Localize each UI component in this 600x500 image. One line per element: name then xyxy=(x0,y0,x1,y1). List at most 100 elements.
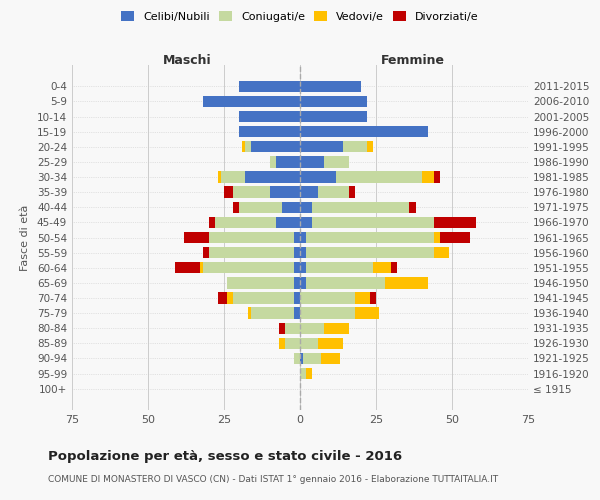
Bar xyxy=(300,247,306,258)
Y-axis label: Fasce di età: Fasce di età xyxy=(20,204,30,270)
Bar xyxy=(300,156,325,168)
Bar xyxy=(300,308,355,318)
Bar xyxy=(300,126,428,138)
Bar xyxy=(306,277,385,288)
Bar xyxy=(239,80,300,92)
Bar xyxy=(300,216,312,228)
Bar xyxy=(251,141,300,152)
Bar xyxy=(300,368,306,379)
Bar xyxy=(269,186,300,198)
Text: COMUNE DI MONASTERO DI VASCO (CN) - Dati ISTAT 1° gennaio 2016 - Elaborazione TU: COMUNE DI MONASTERO DI VASCO (CN) - Dati… xyxy=(48,475,498,484)
Bar xyxy=(248,308,251,318)
Bar xyxy=(300,338,318,349)
Bar xyxy=(184,232,209,243)
Bar xyxy=(209,216,215,228)
Text: Maschi: Maschi xyxy=(163,54,212,66)
Bar xyxy=(325,322,349,334)
Bar xyxy=(434,172,440,182)
Bar xyxy=(318,338,343,349)
Bar xyxy=(294,262,300,274)
Bar xyxy=(434,216,476,228)
Bar xyxy=(409,202,416,213)
Bar xyxy=(294,353,300,364)
Bar xyxy=(343,141,367,152)
Bar xyxy=(269,156,275,168)
Bar xyxy=(275,216,300,228)
Bar xyxy=(209,232,294,243)
Bar xyxy=(221,172,245,182)
Bar xyxy=(233,292,294,304)
Bar xyxy=(294,292,300,304)
Bar xyxy=(300,322,325,334)
Bar xyxy=(385,277,428,288)
Bar xyxy=(233,202,239,213)
Bar xyxy=(300,186,318,198)
Bar xyxy=(312,216,434,228)
Bar xyxy=(300,232,306,243)
Bar xyxy=(300,292,355,304)
Bar xyxy=(224,186,233,198)
Bar xyxy=(434,232,440,243)
Bar xyxy=(242,141,245,152)
Bar xyxy=(434,247,449,258)
Legend: Celibi/Nubili, Coniugati/e, Vedovi/e, Divorziati/e: Celibi/Nubili, Coniugati/e, Vedovi/e, Di… xyxy=(118,8,482,25)
Bar xyxy=(285,338,300,349)
Bar xyxy=(312,202,409,213)
Bar xyxy=(279,322,285,334)
Bar xyxy=(218,172,221,182)
Bar xyxy=(227,277,294,288)
Bar xyxy=(245,141,251,152)
Bar xyxy=(215,216,275,228)
Text: Popolazione per età, sesso e stato civile - 2016: Popolazione per età, sesso e stato civil… xyxy=(48,450,402,463)
Bar xyxy=(373,262,391,274)
Bar xyxy=(294,232,300,243)
Bar xyxy=(337,172,422,182)
Bar xyxy=(355,292,370,304)
Bar xyxy=(294,277,300,288)
Bar xyxy=(300,141,343,152)
Bar xyxy=(300,262,306,274)
Bar xyxy=(391,262,397,274)
Bar xyxy=(318,186,349,198)
Bar xyxy=(239,126,300,138)
Bar xyxy=(422,172,434,182)
Bar xyxy=(294,247,300,258)
Bar xyxy=(349,186,355,198)
Bar xyxy=(367,141,373,152)
Bar xyxy=(306,247,434,258)
Bar xyxy=(300,96,367,107)
Text: Femmine: Femmine xyxy=(380,54,445,66)
Bar xyxy=(209,247,294,258)
Bar xyxy=(370,292,376,304)
Bar xyxy=(233,186,269,198)
Bar xyxy=(300,277,306,288)
Bar xyxy=(245,172,300,182)
Bar xyxy=(303,353,321,364)
Bar xyxy=(294,308,300,318)
Bar xyxy=(306,232,434,243)
Bar xyxy=(227,292,233,304)
Bar xyxy=(200,262,203,274)
Bar xyxy=(218,292,227,304)
Bar xyxy=(306,368,312,379)
Bar xyxy=(282,202,300,213)
Bar xyxy=(300,80,361,92)
Bar xyxy=(251,308,294,318)
Bar xyxy=(300,353,303,364)
Bar xyxy=(203,262,294,274)
Bar xyxy=(300,172,337,182)
Bar xyxy=(325,156,349,168)
Bar xyxy=(279,338,285,349)
Bar xyxy=(203,96,300,107)
Bar xyxy=(355,308,379,318)
Bar xyxy=(239,202,282,213)
Bar xyxy=(203,247,209,258)
Bar xyxy=(175,262,200,274)
Bar xyxy=(285,322,300,334)
Bar xyxy=(275,156,300,168)
Bar xyxy=(239,111,300,122)
Bar xyxy=(306,262,373,274)
Bar xyxy=(440,232,470,243)
Bar xyxy=(300,202,312,213)
Bar xyxy=(321,353,340,364)
